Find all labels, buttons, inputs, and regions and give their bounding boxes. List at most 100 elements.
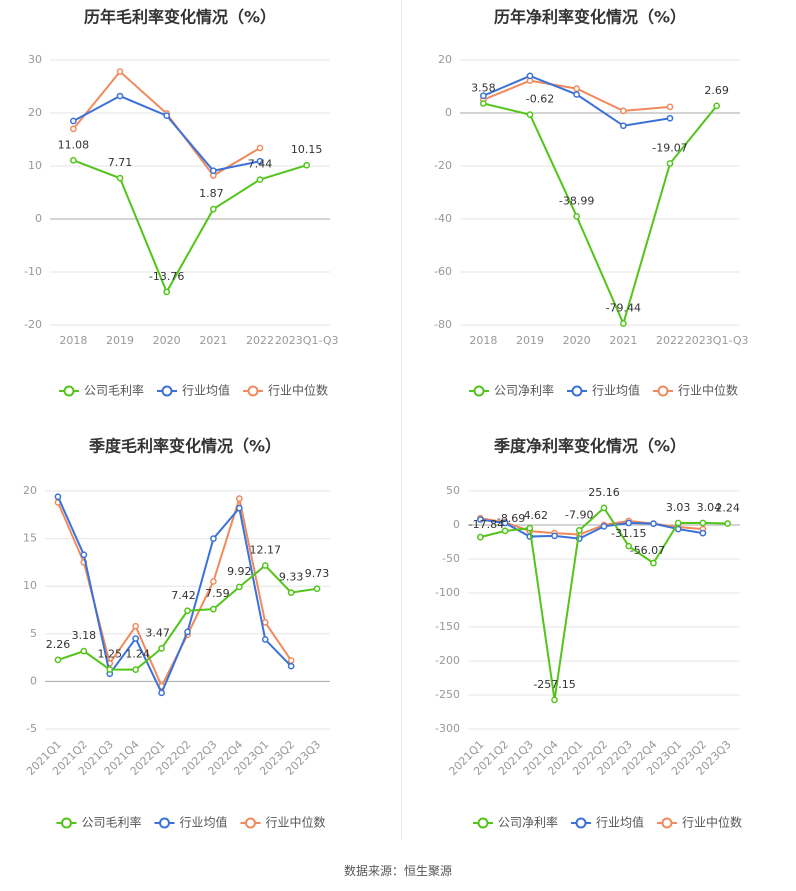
data-point-industry_avg: [235, 504, 243, 512]
data-point-company: [619, 320, 627, 327]
data-point-industry_avg: [501, 519, 509, 527]
legend-item-company: 公司毛利率: [59, 383, 144, 398]
data-label: 11.08: [58, 138, 90, 151]
data-point-company: [526, 524, 534, 532]
y-tick-label: 20: [23, 484, 37, 497]
data-point-company: [575, 527, 583, 534]
data-point-industry_avg: [132, 635, 140, 642]
x-tick-label: 2023Q1-Q3: [685, 334, 749, 347]
legend-label: 公司净利率: [494, 383, 554, 398]
legend-label: 公司毛利率: [82, 815, 142, 830]
circle-line-icon: [247, 385, 259, 397]
data-label: 7.71: [108, 156, 133, 169]
data-point-company: [80, 647, 88, 655]
y-tick-label: 0: [445, 106, 452, 119]
data-label: 3.03: [666, 501, 691, 514]
legend-label: 行业均值: [592, 383, 640, 398]
y-tick-label: 50: [446, 484, 460, 497]
x-tick-label: 2018: [59, 334, 87, 347]
y-tick-label: -60: [434, 265, 452, 278]
chart-panel-annual-gross: 历年毛利率变化情况（%） 30 20 10 0 -10 -20 2018 2019 2020 202…: [24, 8, 338, 398]
data-label: -19.07: [652, 142, 687, 155]
circle-line-icon: [661, 817, 673, 829]
y-tick-label: 30: [28, 53, 42, 66]
data-label: 9.73: [305, 567, 330, 580]
y-tick-label: -20: [434, 159, 452, 172]
data-label: 1.25: [98, 648, 123, 661]
data-point-company: [69, 156, 77, 164]
data-label: -17.84: [469, 518, 504, 531]
y-tick-label: -10: [24, 265, 42, 278]
chart-title: 季度毛利率变化情况（%）: [88, 437, 281, 456]
data-label: -79.44: [606, 302, 641, 315]
y-tick-label: -5: [26, 722, 37, 735]
data-point-industry_median: [256, 144, 264, 152]
panel-divider: [401, 0, 402, 840]
data-point-company: [551, 696, 558, 704]
circle-line-icon: [477, 817, 489, 829]
circle-line-icon: [571, 385, 583, 397]
data-label: -56.07: [630, 544, 665, 557]
data-label: -38.99: [559, 194, 594, 207]
data-point-industry_avg: [600, 523, 608, 530]
data-label: 7.44: [248, 158, 273, 171]
data-point-company: [303, 161, 311, 169]
data-point-industry_avg: [163, 112, 171, 120]
data-label: 1.24: [125, 648, 150, 661]
data-point-industry_avg: [674, 525, 682, 533]
legend-item-industry_avg: 行业均值: [571, 815, 644, 830]
data-point-industry_median: [619, 107, 627, 115]
legend-item-industry_median: 行业中位数: [240, 815, 326, 830]
data-point-industry_avg: [666, 114, 674, 122]
data-point-industry_avg: [619, 122, 627, 130]
data-point-company: [724, 520, 731, 527]
data-point-industry_median: [666, 103, 674, 111]
legend-item-company: 公司毛利率: [56, 815, 142, 830]
data-label: -0.62: [526, 93, 554, 106]
series-line-company: [72, 159, 307, 295]
y-tick-label: 10: [23, 579, 37, 592]
series-line-company: [480, 506, 728, 701]
chart-title: 季度净利率变化情况（%）: [493, 437, 686, 456]
data-label: 3.04: [697, 501, 722, 514]
legend-label: 行业中位数: [266, 815, 326, 830]
data-label: 10.15: [291, 143, 323, 156]
data-point-industry_avg: [116, 92, 124, 100]
data-point-industry_avg: [479, 92, 487, 100]
data-point-industry_avg: [551, 532, 558, 540]
data-point-company: [209, 205, 217, 213]
data-label: 3.18: [72, 629, 97, 642]
circle-line-icon: [245, 817, 256, 829]
circle-line-icon: [473, 385, 485, 397]
legend-item-industry_avg: 行业均值: [157, 383, 230, 398]
legend-label: 行业均值: [182, 383, 230, 398]
data-point-industry_avg: [80, 551, 88, 559]
chart-title: 历年毛利率变化情况（%）: [84, 8, 276, 27]
data-point-company: [479, 100, 487, 107]
data-label: -7.90: [565, 508, 593, 521]
x-tick-label: 2018: [469, 334, 497, 347]
y-tick-label: -150: [435, 620, 460, 633]
data-label: 12.17: [249, 544, 281, 557]
data-point-industry_median: [573, 85, 581, 92]
data-point-industry_avg: [210, 535, 217, 542]
series-line-industry_avg: [482, 74, 671, 127]
data-point-industry_avg: [256, 157, 264, 165]
circle-line-icon: [63, 385, 75, 397]
data-label: 2.24: [715, 501, 740, 514]
y-tick-label: 15: [23, 532, 37, 545]
chart-panel-quarterly-net: 季度净利率变化情况（%）500-50-100-150-200-250-30020…: [435, 437, 742, 830]
data-point-company: [106, 666, 114, 673]
y-tick-label: -50: [442, 552, 460, 565]
legend-item-company: 公司净利率: [469, 383, 554, 398]
series-line-industry_avg: [72, 94, 261, 172]
legend-item-industry_avg: 行业均值: [567, 383, 640, 398]
legend-label: 行业中位数: [268, 383, 328, 398]
data-point-industry_avg: [625, 519, 633, 527]
x-tick-label: 2021: [199, 334, 227, 347]
series-line-company: [483, 102, 718, 327]
data-label: 7.42: [171, 589, 196, 602]
y-tick-label: 5: [30, 627, 37, 640]
data-point-industry_avg: [650, 520, 657, 527]
